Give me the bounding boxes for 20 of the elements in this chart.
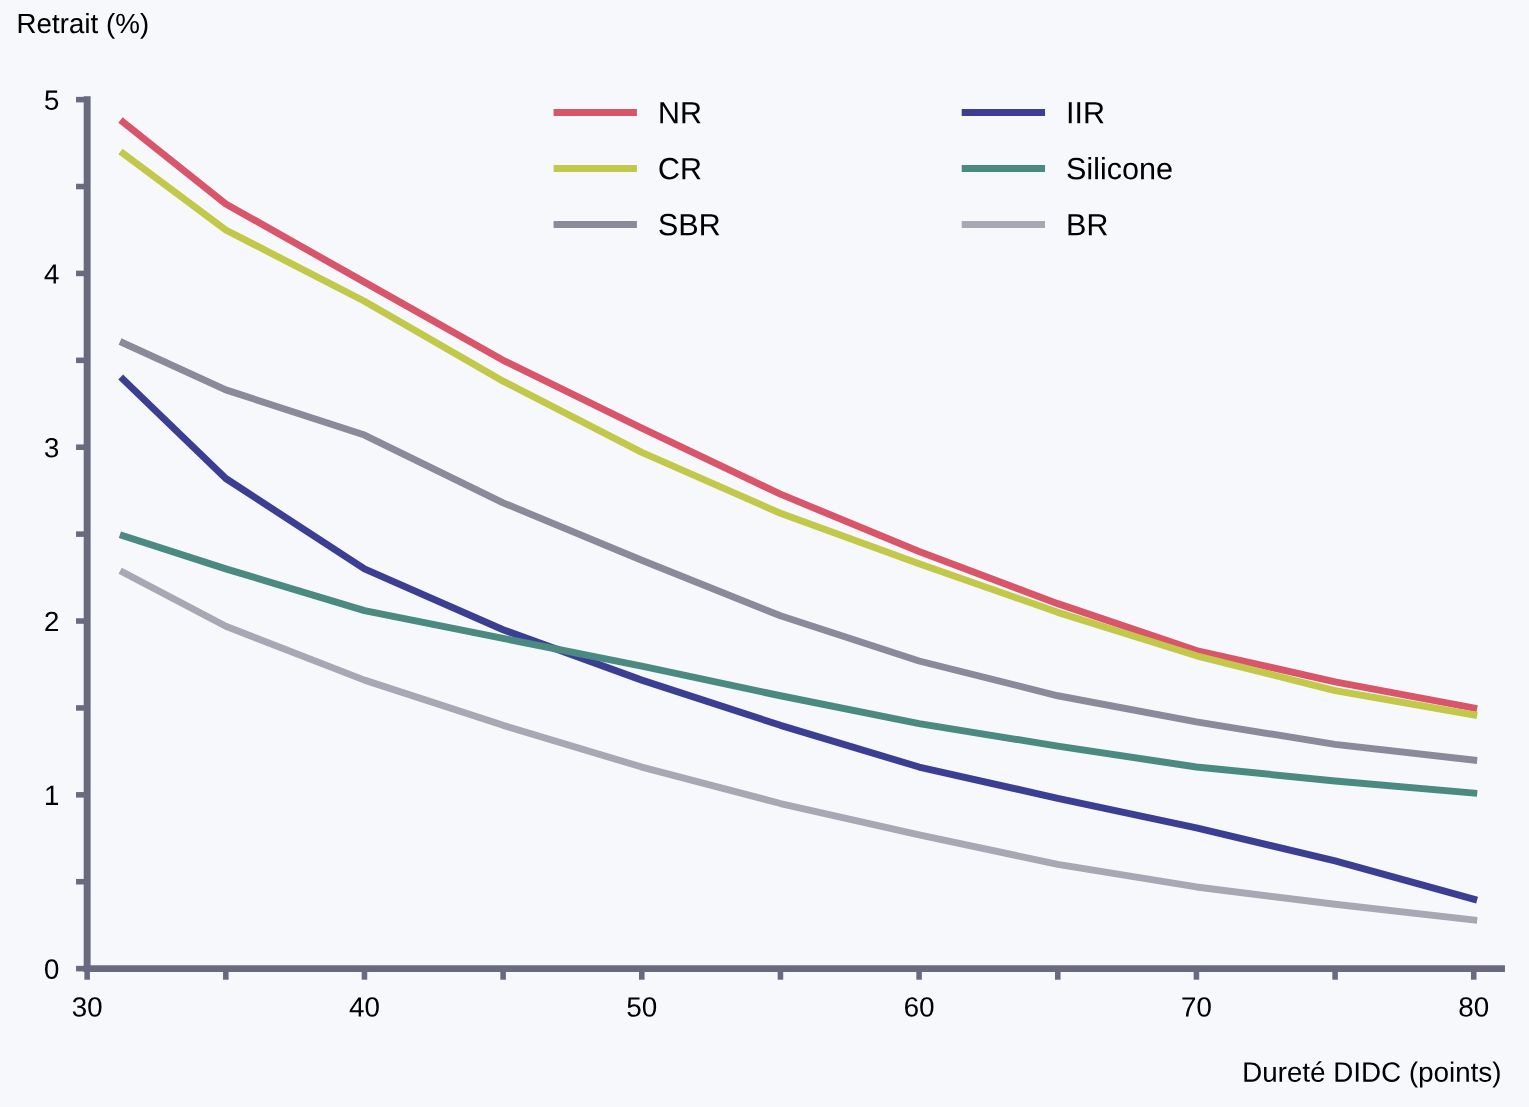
legend-label: Silicone xyxy=(1067,157,1172,180)
x-tick-label: 30 xyxy=(72,997,102,1017)
y-tick-label: 4 xyxy=(44,264,59,284)
legend-label: IIR xyxy=(1068,102,1104,124)
y-tick-label: 1 xyxy=(46,785,59,805)
x-tick-label: 50 xyxy=(627,997,657,1017)
legend-label: CR xyxy=(659,157,701,180)
x-tick-label: 40 xyxy=(349,997,379,1017)
legend-label: BR xyxy=(1068,214,1108,236)
y-tick-label: 0 xyxy=(45,959,59,979)
legend-label: SBR xyxy=(659,213,720,236)
x-axis-title: Dureté DIDC (points) xyxy=(1244,1061,1500,1088)
x-tick-label: 80 xyxy=(1459,997,1489,1017)
legend-label: NR xyxy=(660,102,701,124)
y-axis-title: Retrait (%) xyxy=(18,12,148,39)
y-tick-label: 3 xyxy=(44,437,59,458)
x-tick-label: 60 xyxy=(905,997,934,1017)
y-tick-label: 5 xyxy=(45,90,59,110)
x-tick-label: 70 xyxy=(1182,997,1211,1017)
y-tick-label: 2 xyxy=(45,611,58,632)
